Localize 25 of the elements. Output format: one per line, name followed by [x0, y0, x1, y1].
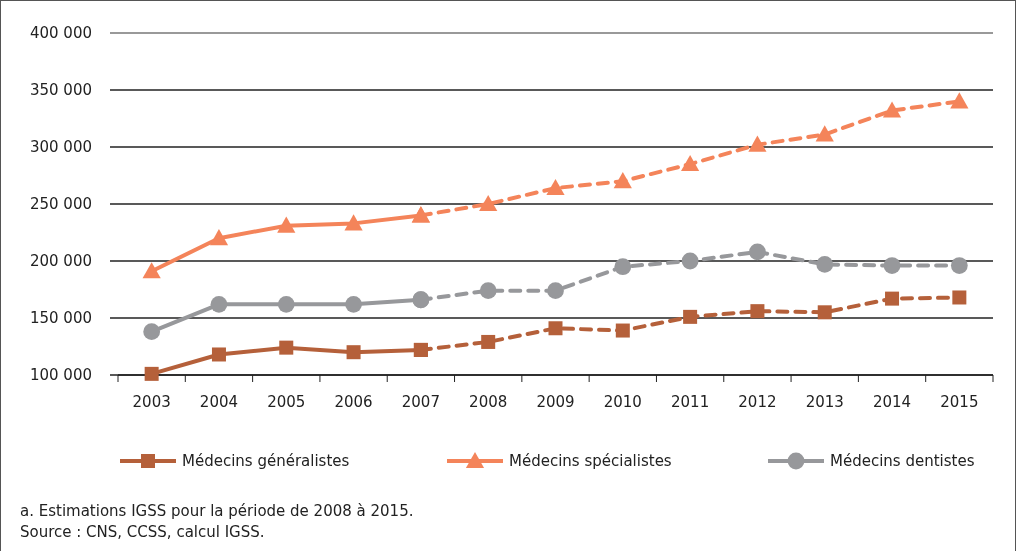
- y-tick-label: 200 000: [29, 252, 92, 271]
- legend-label: Médecins spécialistes: [509, 452, 672, 471]
- y-tick-label: 300 000: [29, 138, 92, 157]
- x-tick-label: 2004: [199, 393, 239, 411]
- y-tick-label: 350 000: [29, 81, 92, 100]
- x-tick-label: 2003: [132, 393, 171, 411]
- y-tick-label: 150 000: [29, 309, 92, 328]
- x-tick-label: 2009: [536, 393, 575, 411]
- x-tick-label: 2008: [469, 393, 508, 411]
- source-note: Source : CNS, CCSS, calcul IGSS.: [20, 523, 265, 541]
- text: a. Estimations IGSS pour la période de 2008 à 2015.: [20, 502, 414, 520]
- x-tick-label: 2011: [671, 393, 710, 411]
- x-tick-label: 2012: [738, 393, 777, 411]
- x-tick-label: 2007: [401, 393, 440, 411]
- x-tick-label: 2010: [603, 393, 642, 411]
- x-tick-label: 2006: [334, 393, 373, 411]
- x-tick-label: 2005: [267, 393, 306, 411]
- legend-label: Médecins dentistes: [830, 452, 975, 471]
- x-tick-label: 2014: [872, 393, 912, 411]
- legend-label: Médecins généralistes: [182, 452, 350, 471]
- y-tick-label: 100 000: [29, 366, 92, 385]
- x-tick-label: 2015: [940, 393, 979, 411]
- x-tick-label: 2013: [805, 393, 844, 411]
- y-tick-label: 400 000: [29, 24, 92, 43]
- y-tick-label: 250 000: [29, 195, 92, 214]
